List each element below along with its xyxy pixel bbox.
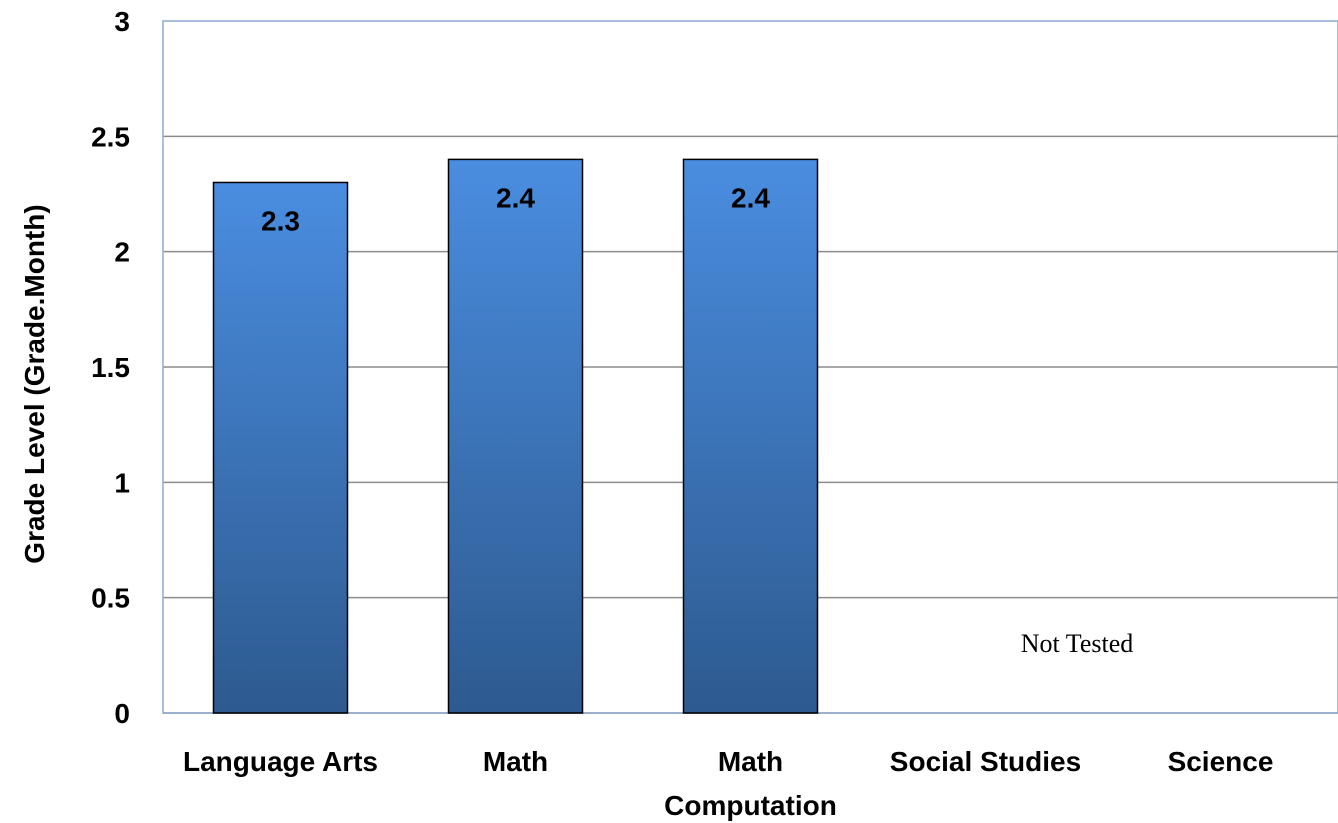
y-tick-label: 2 [114, 237, 130, 268]
x-category-label: Science [1168, 746, 1274, 777]
y-tick-label: 1 [114, 467, 130, 498]
bar [212, 181, 349, 714]
y-tick-label: 0 [114, 698, 130, 729]
bar-value-label: 2.4 [496, 182, 535, 213]
x-category-label: Math Computation [664, 746, 837, 821]
y-tick-label: 2.5 [91, 121, 130, 152]
y-tick-label: 0.5 [91, 583, 130, 614]
bar [682, 158, 819, 714]
y-axis-ticks: 0 0.5 1 1.5 2 2.5 3 [91, 6, 130, 729]
bar [447, 158, 584, 714]
bar-value-label: 2.3 [261, 205, 300, 236]
not-tested-annotation: Not Tested [1021, 629, 1134, 658]
x-category-label: Social Studies [890, 746, 1081, 777]
y-axis-title: Grade Level (Grade.Month) [19, 204, 50, 563]
data-labels: 2.3 2.4 2.4 [261, 182, 770, 236]
x-axis-categories: Language Arts Math Math Computation Social S… [183, 746, 1273, 821]
x-category-label: Math [483, 746, 548, 777]
y-tick-label: 3 [114, 6, 130, 37]
bars [212, 158, 819, 714]
y-tick-label: 1.5 [91, 352, 130, 383]
x-category-label: Language Arts [183, 746, 378, 777]
bar-value-label: 2.4 [731, 182, 770, 213]
